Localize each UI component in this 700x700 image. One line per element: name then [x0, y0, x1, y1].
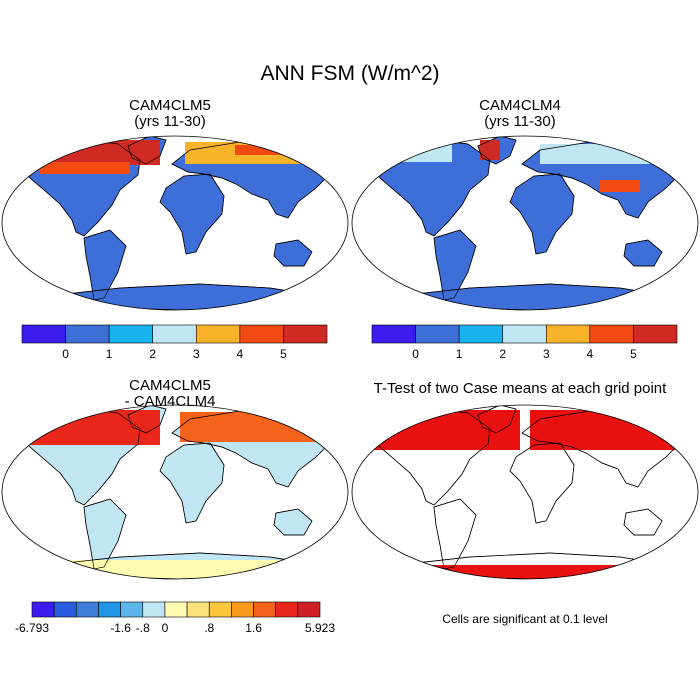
- colorbar-swatch: [98, 601, 121, 618]
- colorbar-swatch: [297, 601, 321, 618]
- field-mid-high-values: [40, 162, 130, 174]
- significant-north-america: [370, 410, 520, 450]
- colorbar-tick-label: 2: [499, 347, 506, 361]
- colorbar-swatch: [589, 324, 634, 344]
- map-border: [351, 135, 699, 311]
- field-tibet-values: [600, 180, 640, 192]
- map-border: [1, 404, 349, 580]
- colorbar-swatch: [458, 324, 504, 344]
- panel-title-cam4clm4: CAM4CLM4 (yrs 11-30): [400, 98, 640, 130]
- colorbar-swatch: [142, 601, 166, 618]
- panel-title-line2: (yrs 11-30): [484, 113, 556, 130]
- field-canada-values: [372, 142, 452, 162]
- colorbar-tick-label: 0: [412, 347, 419, 361]
- map-border: [1, 135, 349, 311]
- map-panel-cam4clm4: [351, 135, 699, 311]
- colorbar-cam4clm4: 0 1 2 3 4 5: [371, 324, 678, 361]
- panel-title-line2: (yrs 11-30): [134, 113, 206, 130]
- colorbar-tick-label: 3: [193, 347, 200, 361]
- diff-north-america-positive: [20, 410, 160, 445]
- colorbar-tick-label: .8: [204, 621, 214, 635]
- colorbar-swatch: [53, 601, 77, 618]
- figure-title: ANN FSM (W/m^2): [260, 62, 440, 85]
- panel-title-cam4clm5: CAM4CLM5 (yrs 11-30): [50, 98, 290, 130]
- map-border: [351, 404, 699, 580]
- colorbar-tick-label: 5.923: [305, 621, 335, 635]
- colorbar-swatch: [239, 324, 284, 344]
- colorbar-swatch: [502, 324, 547, 344]
- diff-eurasia-positive: [180, 412, 330, 442]
- colorbar-cam4clm5: 0 1 2 3 4 5: [21, 324, 328, 361]
- colorbar-tick-label: 3: [543, 347, 550, 361]
- colorbar-swatch: [164, 601, 188, 618]
- colorbar-tick-label: 4: [237, 347, 244, 361]
- colorbar-swatch: [415, 324, 460, 344]
- significant-eurasia: [530, 410, 680, 450]
- map-panel-ttest: [351, 404, 699, 580]
- significant-antarctica: [410, 565, 670, 579]
- colorbar-swatch: [152, 324, 197, 344]
- colorbar-tick-label: -6.793: [15, 621, 49, 635]
- colorbar-tick-label: -.8: [136, 621, 150, 635]
- colorbar-tick-label: 5: [280, 347, 287, 361]
- colorbar-swatch: [231, 601, 254, 618]
- colorbar-swatch: [108, 324, 154, 344]
- colorbar-swatch: [195, 324, 241, 344]
- colorbar-tick-label: 0: [162, 621, 169, 635]
- significance-note: Cells are significant at 0.1 level: [442, 612, 608, 626]
- colorbar-tick-label: 2: [149, 347, 156, 361]
- colorbar-swatch: [21, 324, 66, 344]
- colorbar-tick-label: 1: [106, 347, 113, 361]
- field-eurasia-values: [540, 144, 650, 164]
- colorbar-swatch: [120, 601, 144, 618]
- colorbar-tick-label: 4: [587, 347, 594, 361]
- field-greenland-values: [480, 140, 500, 160]
- colorbar-swatch: [371, 324, 416, 344]
- colorbar-tick-label: 5: [630, 347, 637, 361]
- map-panel-difference: [1, 404, 349, 580]
- colorbar-tick-label: 1.6: [245, 621, 262, 635]
- colorbar-tick-label: 1: [456, 347, 463, 361]
- colorbar-swatch: [31, 601, 55, 618]
- panel-title-line1: CAM4CLM5: [129, 97, 211, 114]
- colorbar-swatch: [208, 601, 232, 618]
- panel-title-line1: CAM4CLM5: [129, 377, 211, 394]
- colorbar-swatch: [76, 601, 99, 618]
- colorbar-swatch: [545, 324, 591, 344]
- colorbar-swatch: [65, 324, 110, 344]
- colorbar-tick-label: 0: [62, 347, 69, 361]
- colorbar-tick-label: -1.6: [110, 621, 131, 635]
- colorbar-swatch: [283, 324, 328, 344]
- colorbar-swatch: [275, 601, 299, 618]
- colorbar-swatch: [633, 324, 678, 344]
- colorbar-swatch: [253, 601, 276, 618]
- panel-title-ttest: T-Test of two Case means at each grid po…: [373, 380, 667, 397]
- map-panel-cam4clm5: [1, 135, 349, 311]
- colorbar-difference: -6.793 -1.6 -.8 0 .8 1.6 5.923: [15, 601, 335, 635]
- panel-title-line1: CAM4CLM4: [479, 97, 561, 114]
- colorbar-swatch: [186, 601, 210, 618]
